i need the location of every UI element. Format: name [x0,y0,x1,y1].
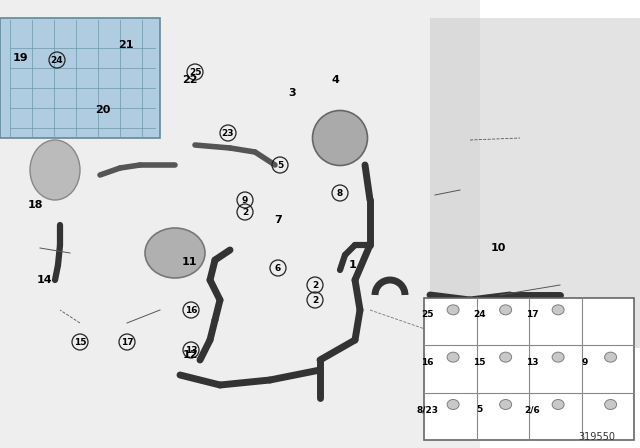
Text: 9: 9 [581,358,588,366]
Ellipse shape [500,305,511,315]
Text: 15: 15 [74,337,86,346]
Bar [0,0,480,448]
Text: 2: 2 [312,296,318,305]
Ellipse shape [500,352,511,362]
Text: 8/23: 8/23 [416,405,438,414]
Text: 17: 17 [526,310,538,319]
Text: 7: 7 [274,215,282,225]
Text: 24: 24 [474,310,486,319]
Text: 23: 23 [221,129,234,138]
Ellipse shape [447,400,459,409]
Text: 11: 11 [181,257,196,267]
Ellipse shape [552,400,564,409]
Text: 5: 5 [277,160,283,169]
Ellipse shape [312,111,367,165]
Text: 1: 1 [349,260,357,270]
Ellipse shape [552,352,564,362]
Bar [424,298,634,440]
Text: 18: 18 [28,200,43,210]
Text: 20: 20 [95,105,111,115]
Ellipse shape [145,228,205,278]
Bar [430,18,640,348]
Text: 15: 15 [474,358,486,366]
Text: 9: 9 [242,195,248,204]
Text: 8: 8 [337,189,343,198]
Text: 2: 2 [312,280,318,289]
Text: 10: 10 [490,243,506,253]
Text: 24: 24 [51,56,63,65]
Text: 13: 13 [185,345,197,354]
Text: 6: 6 [275,263,281,272]
Ellipse shape [605,400,616,409]
Ellipse shape [30,140,80,200]
Text: 19: 19 [12,53,28,63]
FancyBboxPatch shape [0,18,160,138]
Text: 4: 4 [331,75,339,85]
Text: 12: 12 [182,350,198,360]
Ellipse shape [447,305,459,315]
Text: 14: 14 [36,275,52,285]
Text: 22: 22 [182,75,198,85]
Text: 16: 16 [185,306,197,314]
Text: 3: 3 [288,88,296,98]
Text: 13: 13 [526,358,538,366]
Text: 16: 16 [421,358,433,366]
Text: 319550: 319550 [578,432,615,442]
Text: 25: 25 [421,310,433,319]
Text: 2: 2 [242,207,248,216]
Ellipse shape [500,400,511,409]
Ellipse shape [605,352,616,362]
Text: 21: 21 [118,40,134,50]
Ellipse shape [447,352,459,362]
Text: 5: 5 [477,405,483,414]
Text: 17: 17 [121,337,133,346]
Text: 25: 25 [189,68,201,77]
Ellipse shape [552,305,564,315]
Text: 2/6: 2/6 [524,405,540,414]
